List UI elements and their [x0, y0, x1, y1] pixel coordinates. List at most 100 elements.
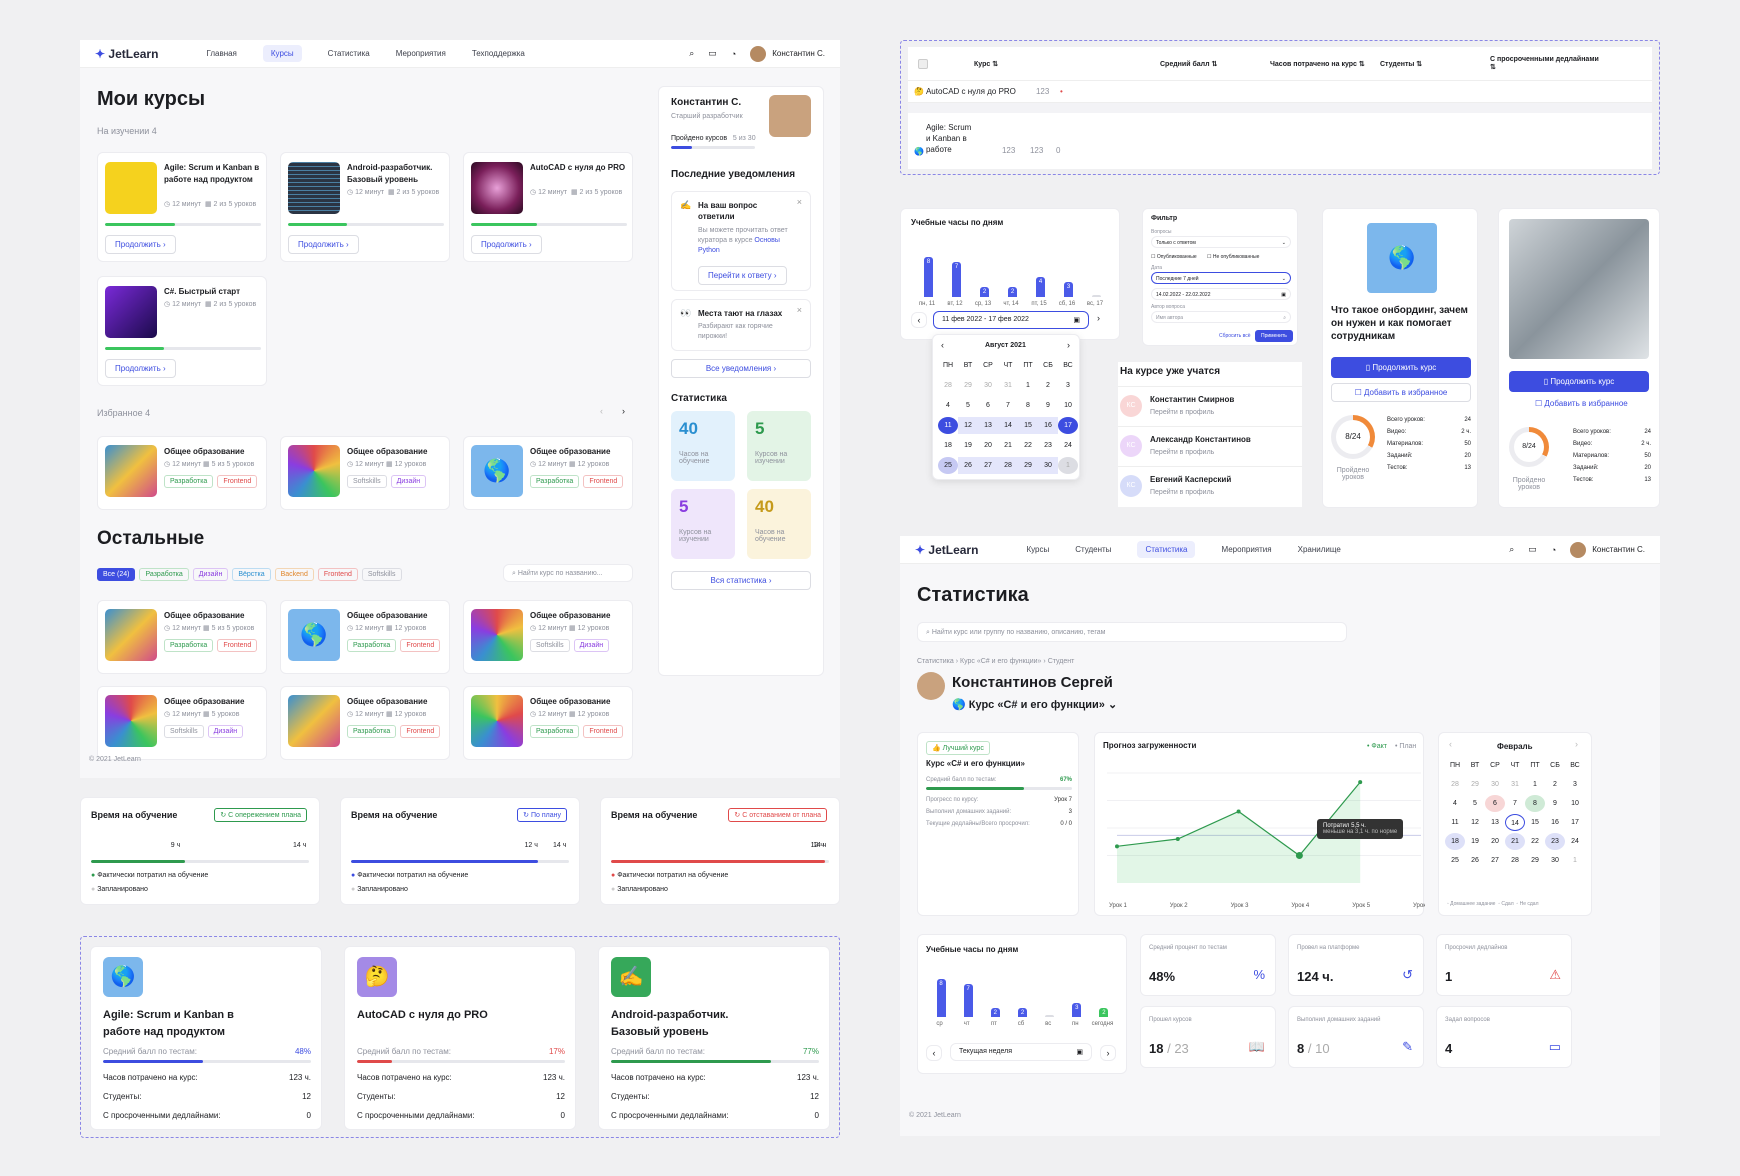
day-bar[interactable]: 2: [990, 1007, 1000, 1017]
all-stats-button[interactable]: Вся статистика ›: [671, 571, 811, 590]
profile-link[interactable]: Перейти в профиль: [1150, 409, 1215, 416]
tag[interactable]: Дизайн: [390, 475, 427, 488]
col-score[interactable]: Средний балл ⇅: [1160, 60, 1218, 68]
fact-point[interactable]: [1115, 844, 1119, 849]
course-card[interactable]: Общее образование ◷ 12 минут ▦ 12 уроков…: [280, 686, 450, 760]
calendar-day[interactable]: 5: [1473, 800, 1477, 807]
next-week-button[interactable]: ›: [1100, 1045, 1116, 1061]
select-all-checkbox[interactable]: [918, 58, 928, 69]
tag[interactable]: Frontend: [217, 475, 258, 488]
student-row[interactable]: КС Александр Константинов Перейти в проф…: [1118, 426, 1302, 462]
calendar-day[interactable]: 19: [1471, 838, 1479, 845]
reset-button[interactable]: Сбросить всё: [1219, 333, 1251, 339]
calendar-day[interactable]: 1: [1573, 857, 1577, 864]
fav-card[interactable]: Общее образование ◷ 12 минут ▦ 5 из 5 ур…: [97, 436, 267, 510]
calendar-day[interactable]: 12: [958, 417, 978, 434]
calendar-day[interactable]: 10: [1064, 402, 1072, 409]
day-bar[interactable]: 2: [1099, 1007, 1109, 1017]
filter-design[interactable]: Дизайн: [192, 568, 229, 581]
fav-card[interactable]: 🌎 Общее образование ◷ 12 минут ▦ 12 урок…: [463, 436, 633, 510]
crumb[interactable]: Статистика: [917, 658, 954, 665]
tag[interactable]: Разработка: [530, 725, 580, 738]
tag[interactable]: Frontend: [400, 725, 441, 738]
course-card[interactable]: Android-разработчик. Базовый уровень ◷ 1…: [280, 152, 450, 262]
calendar-day[interactable]: 17: [1571, 819, 1579, 826]
calendar-day[interactable]: 30: [1038, 457, 1058, 474]
calendar-day[interactable]: 10: [1571, 800, 1579, 807]
prev-week-button[interactable]: ‹: [926, 1045, 942, 1061]
calendar-day[interactable]: 5: [966, 402, 970, 409]
tag[interactable]: Frontend: [583, 725, 624, 738]
table-row[interactable]: 🤔 AutoCAD с нуля до PRO 123 •: [908, 81, 1652, 103]
calendar-day[interactable]: 15: [1018, 417, 1038, 434]
search-input[interactable]: ⌕ Найти курс или группу по названию, опи…: [917, 622, 1347, 642]
next-month-icon[interactable]: ›: [1575, 739, 1578, 749]
course-card[interactable]: AutoCAD с нуля до PRO ◷ 12 минут ▦ 2 из …: [463, 152, 633, 262]
nav-home[interactable]: Главная: [206, 49, 237, 58]
table-row[interactable]: 🌎 Agile: Scrum и Kanban в работе 123 123…: [908, 113, 1652, 163]
col-deadlines[interactable]: С просроченными дедлайнами ⇅: [1490, 56, 1599, 71]
profile-link[interactable]: Перейти в профиль: [1150, 489, 1215, 496]
author-input[interactable]: Имя автора ⌕: [1151, 311, 1291, 323]
tag[interactable]: Разработка: [347, 725, 397, 738]
continue-course-button[interactable]: ▯ Продолжить курс: [1331, 357, 1471, 378]
calendar-day[interactable]: 21: [1004, 442, 1012, 449]
nav-stats[interactable]: Статистика: [327, 49, 370, 58]
day-bar[interactable]: 2: [980, 287, 989, 297]
next-arrow-icon[interactable]: ›: [622, 406, 625, 416]
tag[interactable]: Разработка: [164, 475, 214, 488]
fact-point[interactable]: [1175, 837, 1180, 841]
calendar-day[interactable]: 25: [938, 457, 958, 474]
calendar-day[interactable]: 27: [1491, 857, 1499, 864]
calendar-day[interactable]: 22: [1024, 442, 1032, 449]
calendar-day[interactable]: 8: [1026, 402, 1030, 409]
nav-storage[interactable]: Хранилище: [1297, 545, 1341, 554]
calendar-day[interactable]: 26: [1471, 857, 1479, 864]
date-range-field[interactable]: 14.02.2022 - 22.02.2022 ▣: [1151, 288, 1291, 300]
continue-button[interactable]: Продолжить ›: [288, 235, 359, 254]
bell-icon[interactable]: ◔: [730, 48, 737, 59]
filter-backend[interactable]: Backend: [274, 568, 314, 581]
prev-week-button[interactable]: ‹: [911, 312, 927, 328]
calendar-day[interactable]: 28: [998, 457, 1018, 474]
calendar-day[interactable]: 31: [1004, 382, 1012, 389]
col-hours[interactable]: Часов потрачено на курс ⇅: [1270, 60, 1365, 68]
tag[interactable]: Разработка: [347, 639, 397, 652]
tag[interactable]: Softskills: [347, 475, 387, 488]
nav-events[interactable]: Мероприятия: [1221, 545, 1272, 554]
published-checkbox[interactable]: ☐ Опубликованные: [1151, 254, 1197, 260]
calendar-day[interactable]: 16: [1038, 417, 1058, 434]
crumb[interactable]: Курс «C# и его функции»: [960, 658, 1042, 665]
continue-button[interactable]: Продолжить ›: [471, 235, 542, 254]
day-bar[interactable]: 2: [1018, 1007, 1027, 1017]
calendar-day[interactable]: 13: [978, 417, 998, 434]
filter-frontend[interactable]: Frontend: [317, 568, 358, 581]
search-icon[interactable]: ⌕: [1509, 544, 1515, 554]
course-stats-card[interactable]: 🌎 Agile: Scrum и Kanban в работе над про…: [90, 946, 322, 1130]
course-dropdown[interactable]: 🌎 Курс «C# и его функции» ⌄: [952, 699, 1118, 711]
day-bar[interactable]: 8: [924, 257, 933, 297]
calendar-day[interactable]: 3: [1573, 781, 1577, 788]
course-stats-card[interactable]: 🤔 AutoCAD с нуля до PRO Средний балл по …: [344, 946, 576, 1130]
col-students[interactable]: Студенты ⇅: [1380, 60, 1423, 68]
calendar-day[interactable]: 1: [1058, 457, 1078, 474]
filter-layout[interactable]: Вёрстка: [232, 568, 271, 581]
day-bar[interactable]: 7: [963, 983, 973, 1017]
fact-point[interactable]: [1295, 852, 1303, 859]
unpublished-checkbox[interactable]: ☐ Не опубликованные: [1207, 254, 1260, 260]
calendar-day[interactable]: 29: [1531, 857, 1539, 864]
course-card[interactable]: Общее образование ◷ 12 минут ▦ 5 из 5 ур…: [97, 600, 267, 674]
student-row[interactable]: КС Константин Смирнов Перейти в профиль: [1118, 386, 1302, 422]
continue-button[interactable]: Продолжить ›: [105, 359, 176, 378]
calendar-day[interactable]: 7: [1006, 402, 1010, 409]
nav-support[interactable]: Техподдержка: [471, 49, 525, 58]
nav-courses[interactable]: Курсы: [1026, 545, 1050, 554]
calendar-day[interactable]: 20: [984, 442, 992, 449]
prev-month-icon[interactable]: ‹: [1449, 739, 1452, 749]
calendar-day[interactable]: 27: [978, 457, 998, 474]
calendar-day[interactable]: 24: [1571, 838, 1579, 845]
calendar-day[interactable]: 7: [1513, 800, 1517, 807]
calendar-day[interactable]: 9: [1553, 800, 1557, 807]
course-stats-card[interactable]: ✍ Android-разработчик. Базовый уровень С…: [598, 946, 830, 1130]
bell-icon[interactable]: ◔: [1550, 544, 1557, 555]
